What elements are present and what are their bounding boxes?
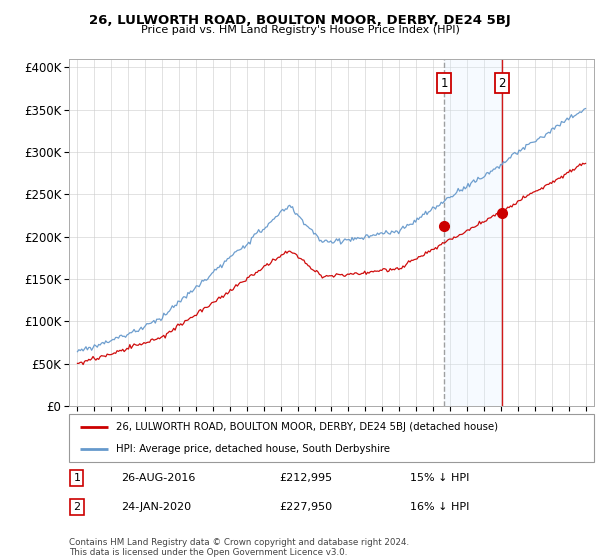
Text: 16% ↓ HPI: 16% ↓ HPI [410,502,470,512]
Text: 26, LULWORTH ROAD, BOULTON MOOR, DERBY, DE24 5BJ: 26, LULWORTH ROAD, BOULTON MOOR, DERBY, … [89,14,511,27]
Text: £227,950: £227,950 [279,502,332,512]
Bar [444,59,502,406]
Text: 24-JAN-2020: 24-JAN-2020 [121,502,191,512]
Text: Price paid vs. HM Land Registry's House Price Index (HPI): Price paid vs. HM Land Registry's House … [140,25,460,35]
Text: 26-AUG-2016: 26-AUG-2016 [121,473,196,483]
Text: Contains HM Land Registry data © Crown copyright and database right 2024.
This d: Contains HM Land Registry data © Crown c… [69,538,409,557]
Text: 15% ↓ HPI: 15% ↓ HPI [410,473,470,483]
FancyBboxPatch shape [69,414,594,462]
Text: £212,995: £212,995 [279,473,332,483]
Text: HPI: Average price, detached house, South Derbyshire: HPI: Average price, detached house, Sout… [116,444,390,454]
Text: 1: 1 [440,77,448,90]
Text: 26, LULWORTH ROAD, BOULTON MOOR, DERBY, DE24 5BJ (detached house): 26, LULWORTH ROAD, BOULTON MOOR, DERBY, … [116,422,499,432]
Text: 2: 2 [73,502,80,512]
Text: 1: 1 [73,473,80,483]
Text: 2: 2 [498,77,506,90]
